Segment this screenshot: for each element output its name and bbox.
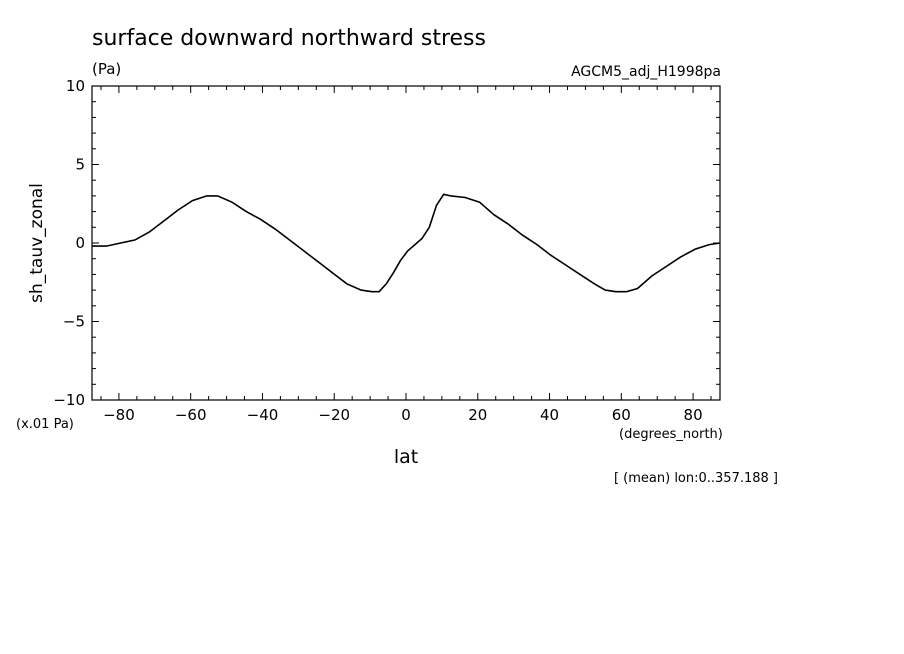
ticks (92, 85, 720, 401)
x-unit-label: (degrees_north) (619, 427, 723, 442)
y-axis-label: sh_tauv_zonal (27, 183, 47, 303)
x-tick-label: 40 (540, 406, 559, 424)
y-tick-label: −5 (63, 313, 85, 331)
x-tick-labels: −80 −60 −40 −20 0 20 40 60 80 (103, 406, 703, 424)
x-tick-label: −60 (175, 406, 207, 424)
x-tick-label: −40 (247, 406, 279, 424)
x-tick-label: 20 (468, 406, 487, 424)
y-tick-labels: −10 −5 0 5 10 (53, 77, 85, 409)
y-tick-label: 5 (75, 156, 85, 174)
chart-title: surface downward northward stress (92, 26, 486, 51)
y-tick-label: 0 (75, 234, 85, 252)
x-tick-label: 80 (684, 406, 703, 424)
x-tick-label: 60 (612, 406, 631, 424)
x-axis-label: lat (394, 446, 418, 468)
y-tick-label: 10 (66, 77, 85, 95)
dataset-label: AGCM5_adj_H1998pa (571, 64, 721, 80)
y-tick-label: −10 (53, 391, 85, 409)
y-scale-label: (x.01 Pa) (16, 417, 74, 432)
unit-label: (Pa) (92, 60, 121, 78)
x-tick-label: −20 (318, 406, 350, 424)
plot-area: −80 −60 −40 −20 0 20 40 60 80 −10 −5 0 5 10 (53, 77, 721, 424)
footnote: [ (mean) lon:0..357.188 ] (614, 471, 778, 486)
series-line (92, 193, 721, 293)
plot-frame (91, 85, 721, 401)
x-tick-label: 0 (401, 406, 411, 424)
x-tick-label: −80 (103, 406, 135, 424)
